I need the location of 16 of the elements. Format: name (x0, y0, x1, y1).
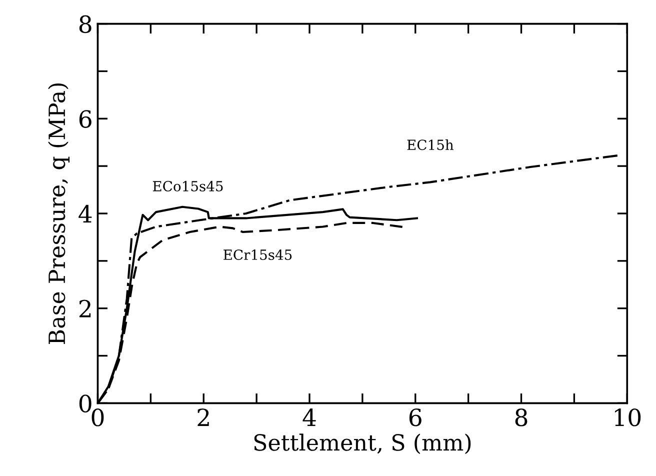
y-tick-label: 0 (79, 394, 92, 412)
text: EC15h (407, 139, 454, 150)
x-axis-title: Settlement, S (mm) (254, 434, 471, 454)
x-tick-label: 0 (92, 408, 104, 426)
x-tick-label: 10 (614, 408, 641, 426)
y-axis-title: Base Pressure, q (MPa) (48, 83, 70, 344)
series-label: ECr15s45 (224, 249, 292, 260)
series-label: ECo15s45 (152, 180, 223, 192)
y-tick-label: 2 (79, 300, 91, 318)
y-tick-label: 6 (79, 110, 92, 128)
x-tick-label: 8 (515, 408, 528, 426)
x-tick-label: 6 (409, 408, 422, 426)
x-tick-label: 2 (198, 408, 209, 426)
x-tick-label: 4 (302, 408, 316, 426)
y-tick-label: 8 (79, 15, 92, 34)
y-tick-label: 4 (78, 204, 92, 222)
